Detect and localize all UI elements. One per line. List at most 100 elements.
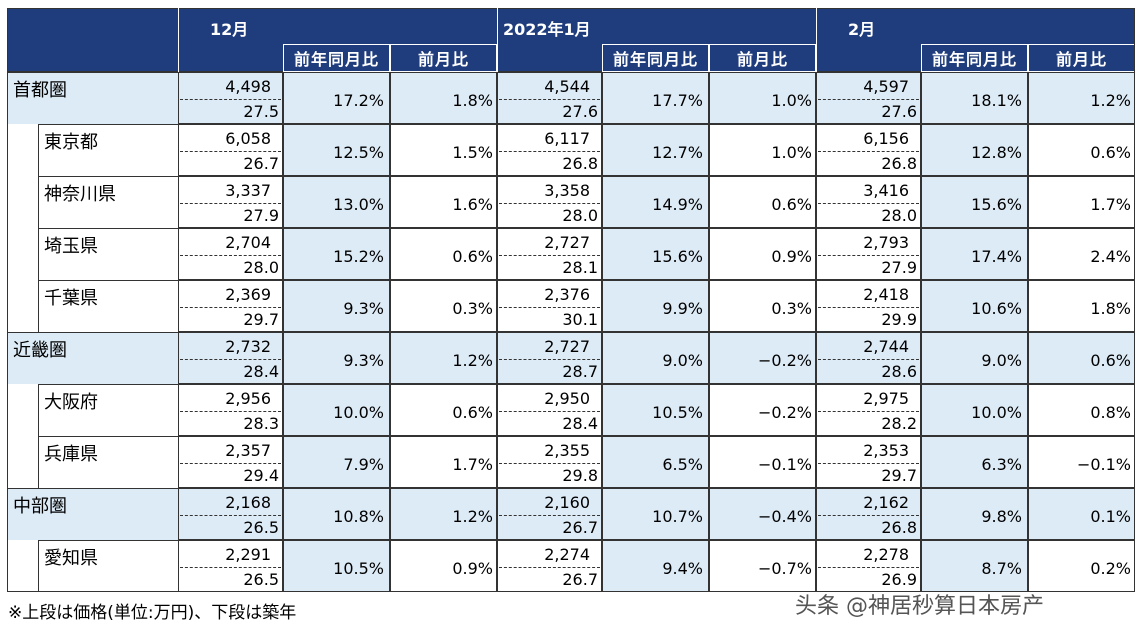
age: 26.8 bbox=[881, 518, 917, 537]
price-divider bbox=[499, 463, 600, 464]
price: 2,956 bbox=[225, 389, 271, 408]
table-bottom bbox=[7, 591, 1135, 592]
yoy: 15.6% bbox=[652, 247, 703, 266]
yoy: 15.2% bbox=[333, 247, 384, 266]
price: 2,274 bbox=[544, 545, 590, 564]
age: 28.4 bbox=[562, 414, 598, 433]
price: 2,744 bbox=[863, 337, 909, 356]
age: 28.0 bbox=[881, 206, 917, 225]
price-divider bbox=[180, 515, 281, 516]
age: 28.3 bbox=[243, 414, 279, 433]
yoy-cell bbox=[602, 332, 709, 384]
price: 2,162 bbox=[863, 493, 909, 512]
price-divider bbox=[818, 567, 919, 568]
mom: 1.6% bbox=[452, 195, 493, 214]
yoy-cell bbox=[283, 436, 390, 488]
subheader-cell: 前月比 bbox=[390, 44, 497, 72]
yoy-cell bbox=[283, 228, 390, 280]
yoy: 13.0% bbox=[333, 195, 384, 214]
age: 27.9 bbox=[881, 258, 917, 277]
price-cell bbox=[816, 280, 921, 332]
yoy-cell bbox=[921, 488, 1028, 540]
price-divider bbox=[818, 203, 919, 204]
price: 4,498 bbox=[225, 77, 271, 96]
yoy: 8.7% bbox=[981, 559, 1022, 578]
price: 6,156 bbox=[863, 129, 909, 148]
yoy: 17.7% bbox=[652, 91, 703, 110]
mom-cell bbox=[390, 332, 497, 384]
age: 28.0 bbox=[243, 258, 279, 277]
price-cell bbox=[178, 436, 283, 488]
yoy: 9.4% bbox=[662, 559, 703, 578]
name-cell bbox=[7, 72, 178, 124]
price-divider bbox=[499, 307, 600, 308]
mom-cell bbox=[390, 72, 497, 124]
price: 2,727 bbox=[544, 233, 590, 252]
month-header: 2022年1月 bbox=[503, 20, 591, 39]
yoy-cell bbox=[602, 228, 709, 280]
price: 2,160 bbox=[544, 493, 590, 512]
price: 2,793 bbox=[863, 233, 909, 252]
price: 2,950 bbox=[544, 389, 590, 408]
month-header: 12月 bbox=[210, 20, 249, 39]
mom-cell bbox=[1028, 384, 1135, 436]
region-name: 近畿圏 bbox=[13, 340, 67, 361]
mom: −0.4% bbox=[757, 507, 812, 526]
mom: 0.6% bbox=[1090, 351, 1131, 370]
mom-cell bbox=[390, 384, 497, 436]
mom: 1.8% bbox=[1090, 299, 1131, 318]
mom: 1.8% bbox=[452, 91, 493, 110]
yoy-cell bbox=[283, 332, 390, 384]
price-divider bbox=[818, 515, 919, 516]
age: 26.9 bbox=[881, 570, 917, 589]
indent-cell bbox=[7, 124, 39, 176]
mom-cell bbox=[1028, 72, 1135, 124]
age: 26.8 bbox=[881, 154, 917, 173]
price-divider bbox=[180, 255, 281, 256]
price-divider bbox=[499, 411, 600, 412]
price-divider bbox=[180, 151, 281, 152]
name-cell bbox=[38, 176, 178, 228]
price: 2,418 bbox=[863, 285, 909, 304]
age: 26.7 bbox=[562, 518, 598, 537]
price-cell bbox=[816, 72, 921, 124]
price-cell bbox=[816, 436, 921, 488]
age: 29.9 bbox=[881, 310, 917, 329]
yoy-cell bbox=[921, 280, 1028, 332]
region-name: 東京都 bbox=[44, 132, 98, 153]
subheader: 前年同月比 bbox=[931, 50, 1017, 69]
yoy: 12.7% bbox=[652, 143, 703, 162]
region-name: 埼玉県 bbox=[44, 236, 98, 257]
price-divider bbox=[180, 203, 281, 204]
name-cell bbox=[38, 540, 178, 592]
price: 2,727 bbox=[544, 337, 590, 356]
age: 26.7 bbox=[562, 570, 598, 589]
price-divider bbox=[818, 411, 919, 412]
price: 4,597 bbox=[863, 77, 909, 96]
price: 2,357 bbox=[225, 441, 271, 460]
price-divider bbox=[499, 255, 600, 256]
watermark: 头条 @神居秒算日本房产 bbox=[795, 594, 1044, 619]
mom: 2.4% bbox=[1090, 247, 1131, 266]
age: 30.1 bbox=[562, 310, 598, 329]
price-divider bbox=[499, 359, 600, 360]
price-cell bbox=[178, 540, 283, 592]
mom: 1.2% bbox=[1090, 91, 1131, 110]
yoy-cell bbox=[921, 228, 1028, 280]
mom-cell bbox=[709, 436, 816, 488]
age: 27.5 bbox=[243, 102, 279, 121]
mom-cell bbox=[1028, 488, 1135, 540]
price: 2,355 bbox=[544, 441, 590, 460]
subheader-cell: 前月比 bbox=[709, 44, 816, 72]
indent-cell bbox=[7, 436, 39, 488]
yoy: 18.1% bbox=[971, 91, 1022, 110]
yoy-cell bbox=[921, 384, 1028, 436]
mom: 0.8% bbox=[1090, 403, 1131, 422]
price: 3,358 bbox=[544, 181, 590, 200]
yoy-cell bbox=[602, 280, 709, 332]
mom-cell bbox=[1028, 332, 1135, 384]
mom: −0.7% bbox=[757, 559, 812, 578]
region-name: 千葉県 bbox=[44, 288, 98, 309]
yoy-cell bbox=[283, 124, 390, 176]
subheader: 前月比 bbox=[1055, 50, 1107, 69]
